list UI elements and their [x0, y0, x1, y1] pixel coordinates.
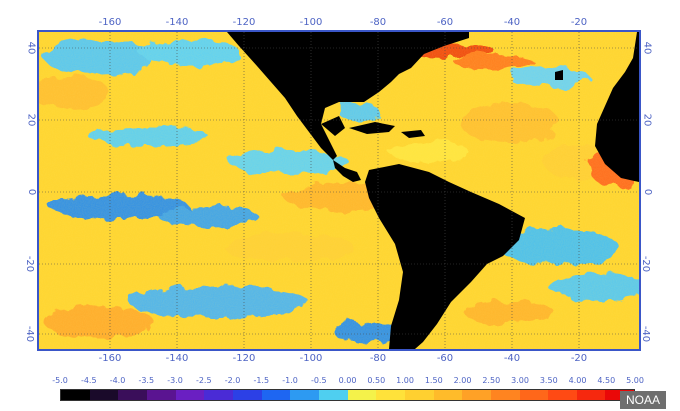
colorbar-label: 0.00 [338, 376, 357, 385]
map-canvas [39, 32, 639, 349]
lat-tick-left: 0 [26, 188, 38, 196]
lon-tick-bottom: -80 [369, 353, 387, 364]
africa [595, 32, 639, 182]
colorbar-swatch [605, 390, 635, 400]
lon-tick-bottom: -160 [98, 353, 122, 364]
cuba [349, 122, 395, 134]
noaa-badge: NOAA [619, 391, 666, 409]
colorbar-swatch [204, 390, 233, 400]
lon-tick-bottom: -120 [232, 353, 256, 364]
lon-tick-bottom: -20 [570, 353, 588, 364]
colorbar-swatch [232, 390, 262, 400]
colorbar-label: -4.5 [80, 376, 97, 385]
colorbar-swatch [404, 390, 434, 400]
colorbar-swatch [519, 390, 549, 400]
lon-tick-bottom: -40 [503, 353, 521, 364]
colorbar-label: 1.00 [396, 376, 414, 385]
colorbar-label: 3.00 [511, 376, 529, 385]
colorbar-label: -2.5 [195, 376, 212, 385]
colorbar-label: -3.0 [167, 376, 183, 385]
lon-tick-top: -60 [436, 17, 454, 28]
colorbar-label: 5.00 [626, 376, 644, 385]
colorbar-labels: -5.0 -4.5 -4.0 -3.5 -3.0 -2.5 -2.0 -1.5 -1.0 -0.5… [52, 376, 644, 388]
colorbar [60, 389, 635, 401]
colorbar-label: -2.0 [224, 376, 241, 385]
lon-tick-bottom: -100 [299, 353, 323, 364]
colorbar-swatch [347, 390, 377, 400]
colorbar-label: -4.0 [109, 376, 126, 385]
land-masses [227, 32, 639, 349]
hispaniola [401, 130, 425, 138]
lon-tick-top: -40 [503, 17, 521, 28]
colorbar-swatch [61, 390, 90, 400]
north-america [227, 32, 469, 160]
lon-tick-top: -160 [98, 17, 122, 28]
colorbar-swatch [118, 390, 147, 400]
lon-tick-top: -140 [165, 17, 189, 28]
lat-tick-right: 20 [641, 113, 653, 127]
colorbar-swatch [576, 390, 606, 400]
lat-tick-right: -20 [640, 255, 652, 273]
colorbar-swatch [261, 390, 291, 400]
colorbar-label: 2.50 [482, 376, 501, 385]
colorbar-swatch [462, 390, 491, 400]
florida-yucatan [321, 116, 345, 136]
colorbar-swatch [548, 390, 577, 400]
colorbar-label: -5.0 [52, 376, 68, 385]
lat-tick-right: 0 [642, 188, 654, 196]
central-america [333, 160, 361, 182]
colorbar-label: 1.50 [424, 376, 443, 385]
lat-tick-right: 40 [641, 41, 653, 55]
colorbar-label: 4.00 [568, 376, 587, 385]
lat-tick-right: -40 [640, 325, 652, 343]
colorbar-label: -1.0 [282, 376, 298, 385]
south-america [365, 164, 525, 349]
lon-tick-bottom: -140 [165, 353, 189, 364]
lon-tick-bottom: -60 [436, 353, 454, 364]
lon-tick-top: -20 [570, 17, 588, 28]
colorbar-swatch [433, 390, 463, 400]
lon-tick-top: -120 [232, 17, 256, 28]
sst-anomaly-map [37, 30, 641, 351]
colorbar-swatch [290, 390, 319, 400]
colorbar-label: -0.5 [310, 376, 327, 385]
colorbar-label: 4.50 [597, 376, 616, 385]
lat-tick-left: -40 [24, 325, 36, 343]
colorbar-label: 2.00 [453, 376, 472, 385]
lat-tick-left: 40 [25, 41, 37, 55]
colorbar-swatch [318, 390, 348, 400]
lon-tick-top: -100 [299, 17, 323, 28]
colorbar-swatch [89, 390, 119, 400]
colorbar-label: 0.50 [367, 376, 386, 385]
colorbar-swatch [490, 390, 520, 400]
colorbar-swatch [376, 390, 405, 400]
colorbar-label: 3.50 [539, 376, 558, 385]
graticule [39, 32, 639, 349]
colorbar-label: -1.5 [253, 376, 270, 385]
colorbar-swatch [146, 390, 176, 400]
lat-tick-left: 20 [25, 113, 37, 127]
colorbar-label: -3.5 [138, 376, 155, 385]
lon-tick-top: -80 [369, 17, 387, 28]
atlantic-island [555, 70, 563, 80]
lat-tick-left: -20 [24, 255, 36, 273]
colorbar-swatch [175, 390, 205, 400]
